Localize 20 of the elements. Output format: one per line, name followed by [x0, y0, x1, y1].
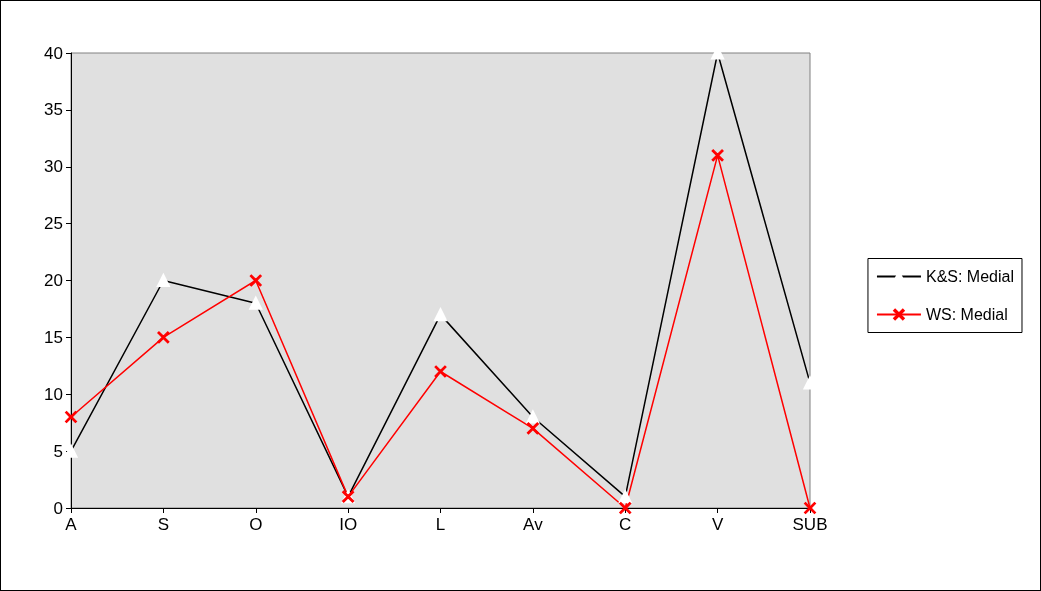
x-tick-label: V	[711, 515, 724, 534]
x-tick-label: O	[249, 515, 263, 534]
y-tick-label: 40	[44, 43, 63, 63]
x-tick-label: Av	[523, 515, 544, 534]
x-tick-label: S	[157, 515, 170, 534]
x-tick-label: L	[435, 515, 446, 534]
y-tick-label: 0	[53, 498, 63, 518]
legend-label: WS: Medial	[925, 306, 1008, 323]
x-tick-label: A	[65, 515, 78, 534]
y-tick-label: 15	[44, 327, 63, 347]
x-tick-label: SUB	[792, 515, 828, 534]
y-tick-label: 10	[44, 384, 63, 404]
y-tick-label: 25	[44, 214, 63, 234]
x-tick-label: IO	[339, 515, 358, 534]
x-tick-label: C	[619, 515, 632, 534]
y-tick-label: 30	[44, 157, 63, 177]
y-tick-label: 20	[44, 271, 63, 290]
y-tick-label: 35	[44, 100, 63, 120]
legend-label: K&S: Medial	[925, 268, 1015, 285]
y-tick-label: 5	[53, 441, 63, 461]
